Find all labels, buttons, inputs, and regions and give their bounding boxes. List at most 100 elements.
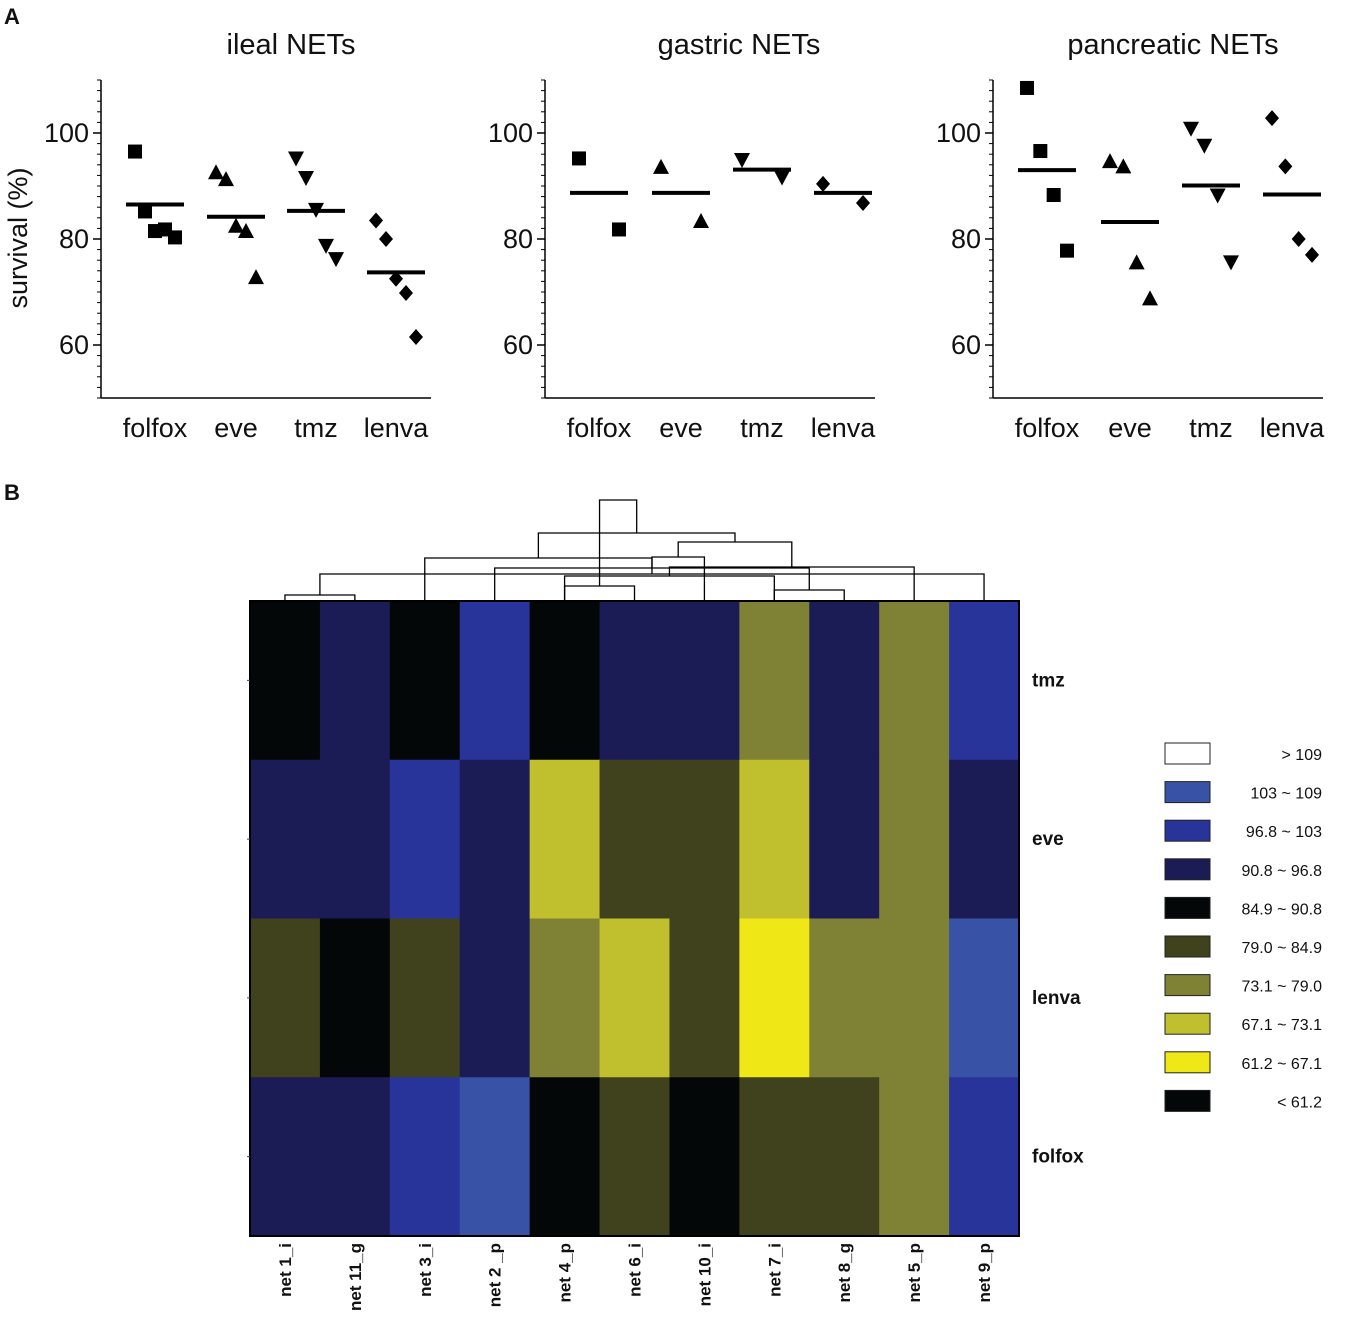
gastric-scatter-panel: gastric NETs 60 80 100 folfox eve tmz lenva	[488, 29, 876, 443]
heatmap-row-label: lenva	[1032, 988, 1081, 1009]
y-tick-label: 100	[44, 118, 89, 148]
legend-swatch	[1164, 742, 1211, 765]
data-point	[856, 194, 870, 211]
heatmap-column-label: net 4_p	[556, 1243, 575, 1303]
heatmap-cell	[739, 601, 810, 761]
y-tick-label: 80	[503, 224, 533, 254]
legend-label: 96.8 ~ 103	[1246, 824, 1322, 841]
heatmap-cell	[739, 759, 810, 919]
dendrogram-link	[598, 499, 638, 586]
heatmap-column-label: net 1_i	[276, 1243, 295, 1297]
heatmap-column-label: net 7_i	[765, 1243, 784, 1297]
heatmap-cell	[389, 759, 461, 919]
heatmap-cell	[599, 759, 670, 919]
data-point	[389, 270, 403, 287]
data-point	[128, 144, 142, 159]
x-tick-label: folfox	[567, 413, 632, 443]
dendrogram-link	[668, 566, 915, 600]
heatmap-cell	[879, 918, 950, 1078]
data-point	[1278, 158, 1293, 175]
legend-swatch	[1164, 1089, 1211, 1112]
heatmap-cell	[949, 759, 1020, 919]
heatmap-cell	[459, 918, 531, 1078]
legend-swatch	[1164, 1012, 1211, 1035]
heatmap-column-label: net 8_g	[835, 1243, 854, 1303]
data-point	[693, 212, 709, 228]
dendrogram-link	[284, 594, 356, 600]
x-tick-label: lenva	[811, 413, 877, 443]
heatmap-cell	[459, 601, 531, 761]
heatmap-panel: tmz eve lenva folfox net 1_i net 11_g net 3_i…	[247, 499, 1322, 1311]
heatmap-cell	[809, 1077, 880, 1237]
heatmap-row-label: folfox	[1032, 1147, 1084, 1168]
y-tick-label: 100	[488, 118, 533, 148]
legend-swatch	[1164, 858, 1211, 881]
legend-label: < 61.2	[1277, 1094, 1322, 1111]
chart-title: ileal NETs	[227, 29, 356, 61]
data-point	[288, 151, 304, 167]
y-tick-label: 60	[503, 330, 533, 360]
heatmap-cell	[739, 918, 810, 1078]
heatmap-cell	[669, 759, 740, 919]
heatmap-cell	[459, 1077, 531, 1237]
heatmap-cell	[529, 601, 601, 761]
legend-label: 84.9 ~ 90.8	[1241, 901, 1322, 918]
data-point	[208, 164, 224, 180]
data-point	[653, 158, 669, 174]
data-point	[1291, 231, 1306, 247]
data-point	[1209, 188, 1226, 204]
dendrogram-link	[319, 573, 985, 600]
legend-swatch	[1164, 819, 1211, 842]
data-point	[1183, 121, 1199, 137]
heatmap-cell	[669, 918, 740, 1078]
data-point	[218, 171, 234, 187]
data-point	[138, 204, 152, 219]
heatmap-cell	[389, 601, 461, 761]
data-point	[409, 329, 423, 346]
data-point	[572, 151, 586, 166]
dendrogram-link	[773, 589, 845, 600]
legend-label: 90.8 ~ 96.8	[1241, 863, 1322, 880]
heatmap-cell	[879, 759, 950, 919]
heatmap-column-label: net 5_p	[905, 1243, 924, 1303]
x-tick-label: tmz	[1189, 413, 1233, 443]
x-tick-label: folfox	[1015, 413, 1080, 443]
heatmap-column-labels: net 1_i net 11_g net 3_i net 2 _p net 4_p net…	[276, 1243, 994, 1311]
heatmap-row-label: tmz	[1032, 670, 1065, 691]
data-point	[228, 217, 244, 233]
legend-label: 61.2 ~ 67.1	[1241, 1056, 1322, 1073]
legend-label: 79.0 ~ 84.9	[1241, 940, 1322, 957]
heatmap-column-label: net 10_i	[695, 1243, 714, 1306]
data-point	[399, 285, 413, 302]
y-axis-label: survival (%)	[3, 167, 33, 308]
data-point	[1102, 153, 1118, 169]
data-point	[1142, 290, 1158, 306]
color-legend: > 109 103 ~ 109 96.8 ~ 103 90.8 ~ 96.8 84.9 …	[1164, 742, 1322, 1112]
data-point	[1046, 188, 1061, 203]
dendrogram-link	[563, 585, 636, 600]
x-tick-label: tmz	[294, 413, 338, 443]
heatmap-cell	[599, 918, 670, 1078]
heatmap-cells	[247, 600, 1020, 1237]
heatmap-row-labels: tmz eve lenva folfox	[1032, 670, 1084, 1167]
y-tick-label: 80	[951, 224, 981, 254]
heatmap-cell	[250, 918, 321, 1078]
legend-label: 103 ~ 109	[1250, 786, 1322, 803]
ileal-scatter-panel: ileal NETs survival (%) 60 80 100 folfox eve…	[3, 29, 431, 443]
x-tick-label: lenva	[364, 413, 430, 443]
data-point	[612, 222, 626, 237]
data-point	[1033, 144, 1048, 159]
heatmap-cell	[319, 601, 391, 761]
chart-title: pancreatic NETs	[1067, 29, 1278, 61]
panel-label-a: A	[4, 4, 20, 29]
heatmap-cell	[809, 601, 880, 761]
heatmap-cell	[949, 1077, 1020, 1237]
heatmap-cell	[879, 1077, 950, 1237]
data-point	[318, 238, 334, 254]
data-point	[816, 175, 830, 192]
legend-label: 73.1 ~ 79.0	[1241, 979, 1322, 996]
heatmap-cell	[389, 918, 461, 1078]
heatmap-cell	[319, 759, 391, 919]
heatmap-cell	[459, 759, 531, 919]
